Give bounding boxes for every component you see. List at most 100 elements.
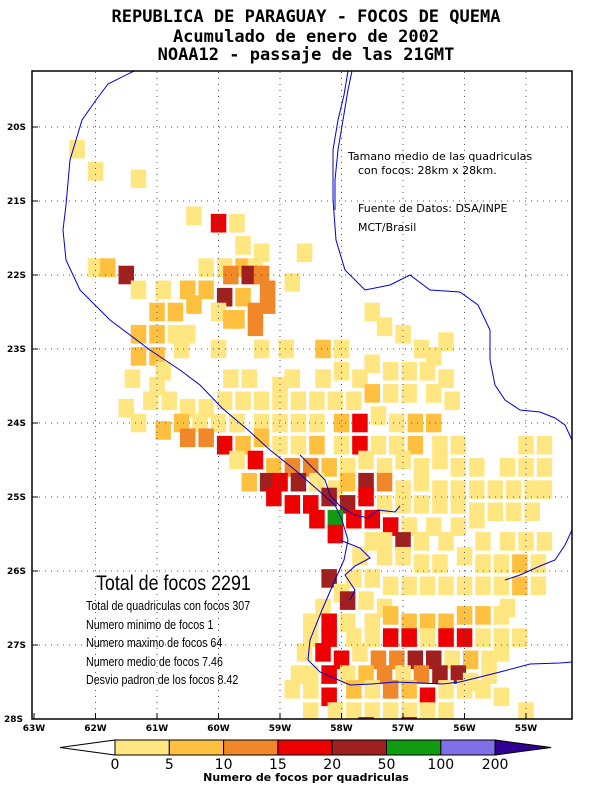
- legend-label: 15: [269, 757, 287, 773]
- fire-cell: [382, 628, 399, 647]
- legend-label: 10: [215, 757, 233, 773]
- lat-label: 20S: [7, 123, 26, 133]
- fire-cell: [118, 398, 134, 418]
- fire-cell: [309, 472, 325, 492]
- legend-swatch: [114, 739, 170, 756]
- fire-cell: [438, 613, 454, 633]
- legend-label: 50: [378, 757, 396, 773]
- fire-cell: [327, 391, 344, 411]
- fire-cell: [395, 480, 411, 499]
- fire-cell: [364, 384, 380, 403]
- fire-cell: [339, 613, 356, 633]
- fire-cell: [290, 665, 307, 684]
- fire-cell: [518, 458, 534, 477]
- country-borders: [62, 71, 572, 686]
- paraguay-border: [62, 71, 572, 686]
- fire-cell: [518, 532, 534, 551]
- fire-cell: [180, 324, 196, 344]
- fire-cell: [247, 450, 264, 470]
- fire-cell: [253, 391, 270, 411]
- fire-cell: [216, 391, 233, 411]
- fire-cell: [438, 680, 454, 699]
- fire-cell: [149, 324, 165, 344]
- fire-cell: [272, 413, 288, 433]
- legend-label: 20: [323, 757, 341, 773]
- lat-label: 26S: [7, 567, 26, 577]
- fire-cell: [223, 310, 239, 329]
- fire-cell: [389, 435, 405, 455]
- fire-cell: [475, 532, 491, 551]
- fire-cell: [303, 495, 319, 514]
- fire-cell: [186, 295, 202, 314]
- fire-cell: [333, 361, 350, 381]
- fire-cell: [155, 361, 171, 381]
- fire-cell: [493, 687, 510, 707]
- lat-label: 24S: [7, 419, 26, 429]
- lat-label: 27S: [7, 641, 26, 651]
- fire-cell: [376, 532, 393, 551]
- lon-label: 56W: [453, 724, 476, 734]
- fire-cell: [475, 554, 491, 573]
- fire-cell: [130, 347, 147, 366]
- fire-cell: [309, 509, 325, 529]
- fire-cell: [130, 413, 147, 433]
- fire-cell: [284, 273, 301, 292]
- fire-cell: [438, 332, 454, 351]
- fire-cell: [284, 680, 301, 699]
- fire-cell: [364, 354, 380, 374]
- fire-cell: [475, 606, 491, 625]
- fire-cell: [229, 213, 245, 233]
- fire-cell: [536, 480, 553, 499]
- fire-cell: [382, 680, 399, 699]
- fire-cell: [376, 458, 393, 477]
- fire-cell: [419, 628, 436, 647]
- fire-cell: [419, 687, 436, 707]
- fire-cell: [290, 472, 307, 492]
- fire-cell: [352, 369, 368, 388]
- river-south: [339, 539, 371, 601]
- fire-cell: [419, 576, 436, 596]
- fire-cell: [241, 472, 257, 492]
- fire-cell: [536, 458, 553, 477]
- fire-cells-layer: [69, 139, 553, 719]
- legend-label: 100: [427, 757, 454, 773]
- fire-cell: [167, 324, 184, 344]
- fire-cell: [290, 391, 307, 411]
- latitude-labels: 20S 21S 22S 23S 24S 25S 26S 27S 28S: [4, 123, 26, 725]
- fire-cell: [180, 280, 196, 300]
- fire-cell: [339, 458, 356, 477]
- fire-cell: [296, 643, 313, 662]
- fire-cell: [426, 384, 442, 403]
- fire-cell: [395, 450, 411, 470]
- fire-cell: [346, 680, 362, 699]
- fire-cell: [438, 709, 454, 719]
- internal-border: [299, 454, 401, 519]
- fire-cell: [364, 509, 380, 529]
- fire-cell: [469, 509, 485, 529]
- fire-cell: [303, 702, 319, 719]
- fire-cell: [426, 517, 442, 536]
- legend-title: Numero de focos por quadriculas: [203, 771, 409, 784]
- fire-cell: [198, 258, 214, 277]
- fire-cell: [321, 613, 337, 633]
- river-parana: [504, 529, 572, 581]
- fire-cell: [524, 480, 540, 499]
- fire-cell: [401, 576, 417, 596]
- grid-size-note-2: con focos: 28km x 28km.: [358, 164, 497, 177]
- fire-cell: [438, 369, 454, 388]
- fire-cell: [370, 435, 387, 455]
- legend-swatch: [168, 739, 225, 756]
- fire-cell: [173, 339, 190, 359]
- fire-cell: [364, 680, 380, 699]
- fire-cell: [389, 413, 405, 433]
- fire-cell: [395, 324, 411, 344]
- fire-cell: [149, 376, 165, 396]
- fire-cell: [524, 502, 540, 522]
- fire-cell: [309, 435, 325, 455]
- fire-cell: [493, 554, 510, 573]
- fire-cell: [315, 369, 331, 388]
- fire-cell: [87, 162, 104, 181]
- fire-cell: [333, 435, 350, 455]
- fire-cell: [401, 361, 417, 381]
